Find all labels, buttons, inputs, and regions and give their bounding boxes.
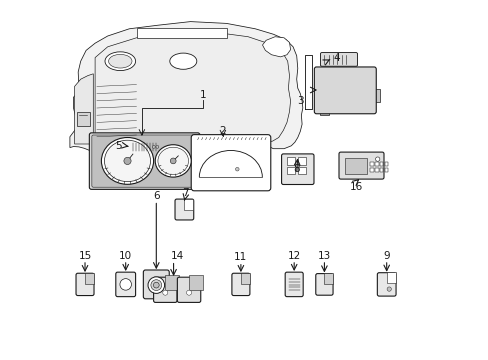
Ellipse shape [158, 147, 188, 175]
Circle shape [386, 287, 390, 291]
Bar [286, 157, 294, 165]
Bar [286, 167, 294, 174]
Bar [320, 108, 328, 115]
Bar [297, 157, 305, 165]
FancyBboxPatch shape [231, 273, 249, 296]
FancyBboxPatch shape [377, 273, 395, 296]
FancyBboxPatch shape [320, 53, 357, 66]
Bar [324, 273, 333, 284]
Text: 2: 2 [219, 126, 226, 136]
Bar [165, 275, 179, 290]
Bar [379, 168, 383, 172]
Bar [120, 162, 135, 169]
Text: 4: 4 [332, 53, 339, 63]
Circle shape [152, 145, 155, 148]
Circle shape [148, 277, 164, 293]
Bar [370, 168, 373, 172]
Bar [386, 272, 395, 283]
FancyBboxPatch shape [130, 141, 160, 153]
FancyBboxPatch shape [92, 135, 197, 187]
Bar [346, 72, 350, 110]
Text: 9: 9 [383, 251, 389, 261]
Polygon shape [70, 22, 302, 153]
Bar [241, 273, 250, 284]
FancyBboxPatch shape [116, 272, 135, 297]
Polygon shape [95, 32, 290, 148]
Bar [184, 199, 193, 210]
Bar [85, 273, 94, 284]
FancyBboxPatch shape [285, 272, 303, 297]
Bar [352, 72, 356, 110]
Bar [345, 158, 366, 174]
Text: 5: 5 [115, 141, 122, 151]
FancyBboxPatch shape [314, 67, 375, 114]
Circle shape [163, 290, 167, 295]
FancyBboxPatch shape [175, 199, 193, 220]
Text: 6: 6 [153, 191, 159, 201]
FancyBboxPatch shape [89, 133, 200, 189]
Bar [372, 89, 379, 102]
Bar [332, 72, 337, 110]
Text: 13: 13 [317, 251, 330, 261]
Bar [326, 72, 330, 110]
Bar [374, 168, 378, 172]
Bar [316, 106, 373, 112]
Circle shape [151, 280, 162, 291]
Circle shape [123, 157, 131, 165]
Bar [374, 162, 378, 166]
Circle shape [120, 279, 131, 290]
Bar [136, 28, 226, 38]
Circle shape [235, 167, 239, 171]
Polygon shape [262, 37, 290, 57]
Circle shape [186, 290, 191, 295]
Text: 15: 15 [78, 251, 91, 261]
Text: 11: 11 [234, 252, 247, 262]
Text: 16: 16 [349, 182, 362, 192]
Text: 3: 3 [296, 96, 303, 106]
Ellipse shape [169, 53, 196, 69]
FancyBboxPatch shape [281, 154, 313, 184]
Text: 7: 7 [182, 188, 188, 198]
Circle shape [153, 282, 159, 288]
FancyBboxPatch shape [76, 273, 94, 296]
Text: 10: 10 [119, 251, 132, 261]
Bar [297, 167, 305, 174]
Bar [379, 162, 383, 166]
Ellipse shape [104, 140, 150, 181]
Polygon shape [75, 74, 93, 144]
Bar [358, 72, 363, 110]
Circle shape [170, 158, 176, 164]
FancyBboxPatch shape [143, 270, 169, 299]
FancyBboxPatch shape [315, 274, 332, 295]
Bar [384, 168, 387, 172]
Ellipse shape [105, 52, 135, 71]
FancyBboxPatch shape [338, 152, 383, 179]
Bar [320, 72, 324, 110]
FancyBboxPatch shape [177, 277, 201, 302]
FancyBboxPatch shape [153, 277, 177, 302]
Bar [339, 72, 344, 110]
Circle shape [375, 157, 379, 161]
Text: 8: 8 [293, 164, 300, 174]
Bar [370, 162, 373, 166]
Bar [384, 162, 387, 166]
Text: 12: 12 [287, 251, 300, 261]
Ellipse shape [101, 138, 153, 184]
Ellipse shape [155, 145, 191, 177]
Text: 14: 14 [170, 251, 183, 261]
Text: 1: 1 [200, 90, 206, 100]
Bar [189, 275, 203, 290]
Circle shape [156, 145, 159, 148]
Ellipse shape [108, 54, 132, 68]
FancyBboxPatch shape [191, 135, 270, 191]
Bar [77, 112, 89, 126]
